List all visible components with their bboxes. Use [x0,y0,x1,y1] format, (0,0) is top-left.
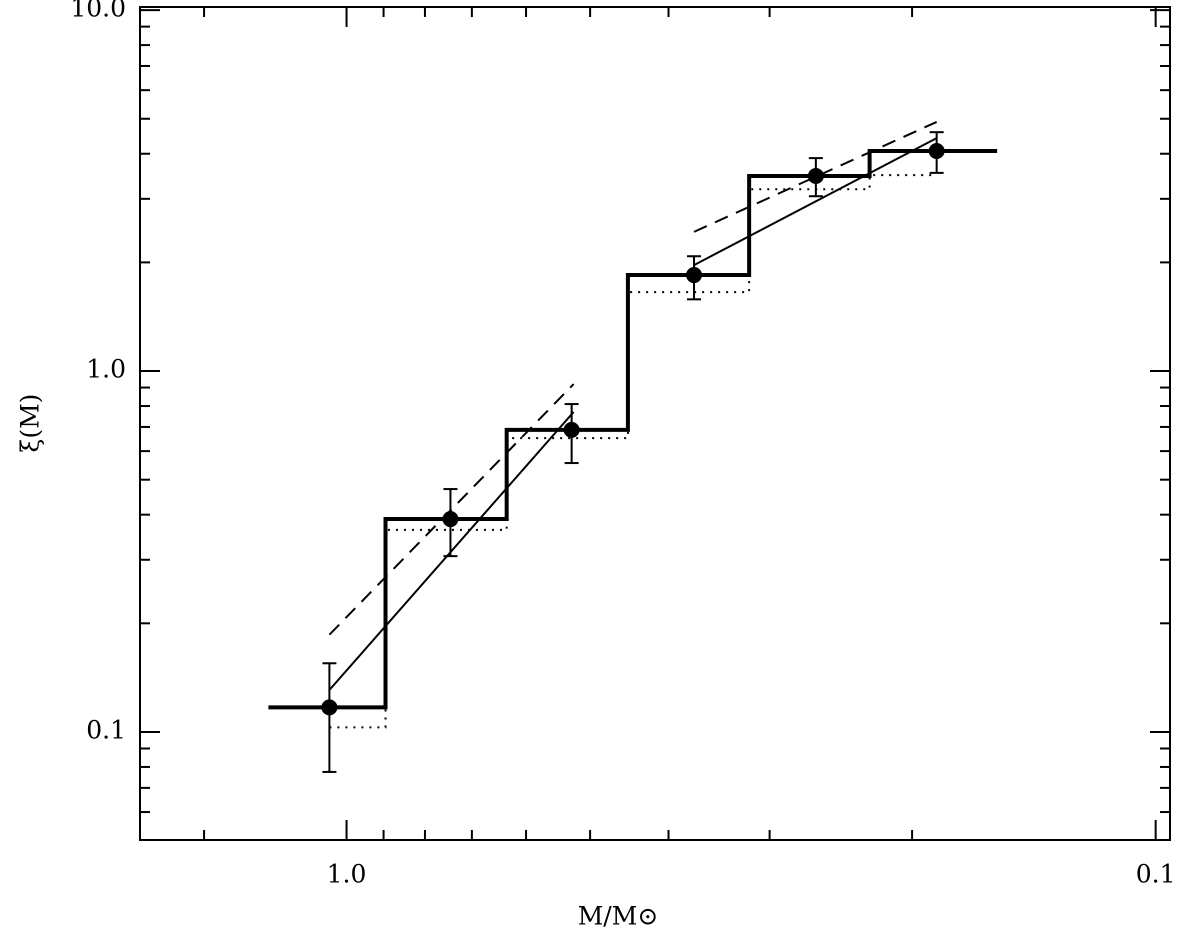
y-tick-label: 1.0 [86,355,126,384]
y-tick-label: 10.0 [70,0,126,23]
data-point [807,168,824,185]
data-point [563,421,580,438]
data-point [321,699,338,716]
data-point [442,511,459,528]
x-tick-label: 0.1 [1136,860,1176,889]
y-axis-label: ξ(M) [16,394,45,453]
fit-line [328,383,575,636]
step-histogram [329,174,937,729]
plot-frame [139,6,1171,841]
fit-line [328,411,575,691]
y-tick-label: 0.1 [86,715,126,744]
fit-line [693,137,938,266]
x-axis-label: M/M⊙ [578,902,659,931]
x-tick-label: 1.0 [327,860,367,889]
data-point [928,143,945,160]
step-histogram [268,149,998,710]
data-point [686,267,703,284]
